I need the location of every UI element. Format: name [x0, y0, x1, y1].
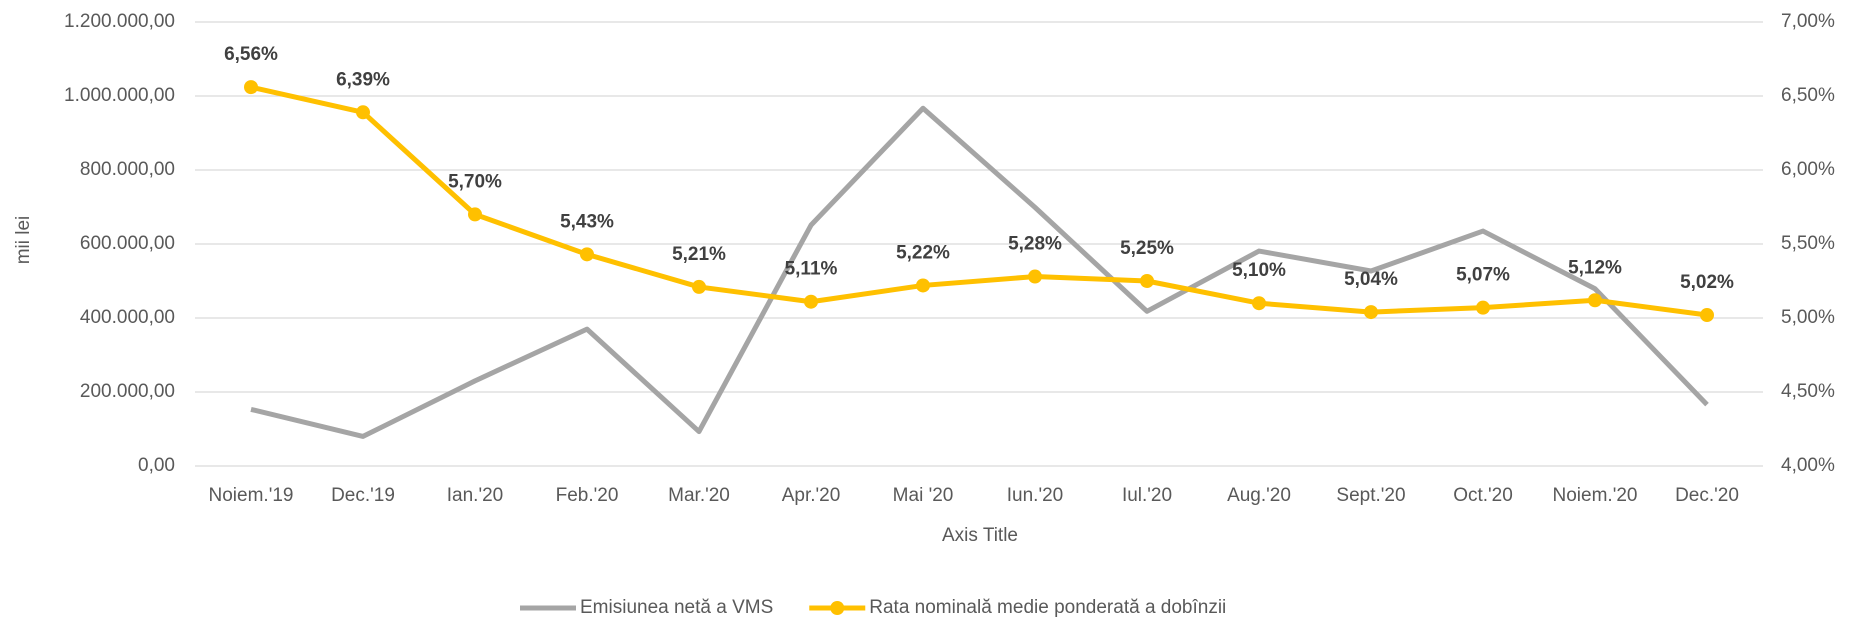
x-tick-label: Iul.'20: [1122, 485, 1172, 506]
point: [1700, 308, 1714, 323]
x-tick-label: Oct.'20: [1453, 485, 1513, 506]
x-tick-label: Noiem.'19: [209, 485, 294, 506]
y2-tick-label: 7,00%: [1781, 11, 1835, 32]
x-tick-label: Ian.'20: [447, 485, 503, 506]
point: [1252, 296, 1266, 311]
point: [1364, 305, 1378, 320]
y-tick-label: 1.000.000,00: [64, 85, 175, 106]
data-label: 5,07%: [1456, 265, 1510, 286]
x-tick-label: Iun.'20: [1007, 485, 1063, 506]
x-tick-label: Dec.'19: [331, 485, 395, 506]
data-label: 5,28%: [1008, 234, 1062, 255]
point: [580, 247, 594, 262]
y2-tick-label: 5,50%: [1781, 233, 1835, 254]
data-label: 6,39%: [336, 69, 390, 90]
point: [692, 279, 706, 294]
x-tick-label: Sept.'20: [1336, 485, 1405, 506]
point: [356, 105, 370, 120]
x-tick-label: Apr.'20: [782, 485, 841, 506]
y-tick-label: 400.000,00: [80, 307, 175, 328]
x-tick-label: Noiem.'20: [1553, 485, 1638, 506]
data-label: 5,25%: [1120, 238, 1174, 259]
point: [468, 207, 482, 222]
y2-tick-label: 5,00%: [1781, 307, 1835, 328]
data-label: 5,70%: [448, 171, 502, 192]
series-line: [250, 105, 1709, 439]
data-label: 5,43%: [560, 211, 614, 232]
y-tick-label: 600.000,00: [80, 233, 175, 254]
series-line: [250, 84, 1708, 318]
data-label: 5,02%: [1680, 272, 1734, 293]
y-tick-label: 1.200.000,00: [64, 11, 175, 32]
point: [916, 278, 930, 293]
point: [244, 80, 258, 95]
x-tick-label: Mar.'20: [668, 485, 730, 506]
x-tick-label: Feb.'20: [556, 485, 619, 506]
data-label: 5,12%: [1568, 257, 1622, 278]
y2-tick-label: 6,00%: [1781, 159, 1835, 180]
point: [1028, 269, 1042, 284]
x-axis-label: Axis Title: [942, 525, 1018, 546]
y2-tick-label: 4,00%: [1781, 455, 1835, 476]
data-label: 5,04%: [1344, 269, 1398, 290]
y2-tick-label: 6,50%: [1781, 85, 1835, 106]
legend-marker: [830, 601, 845, 615]
point: [1140, 274, 1154, 288]
y2-tick-label: 4,50%: [1781, 381, 1835, 402]
x-tick-label: Aug.'20: [1227, 485, 1291, 506]
legend-label: Emisiunea netă a VMS: [580, 597, 773, 618]
data-label: 5,11%: [785, 259, 838, 280]
y-tick-label: 0,00: [138, 455, 175, 476]
point: [1588, 293, 1602, 308]
y-axis-label: mii lei: [13, 216, 34, 265]
y-tick-label: 200.000,00: [80, 381, 175, 402]
point: [1476, 300, 1490, 315]
data-label: 5,10%: [1232, 260, 1286, 281]
data-label: 5,22%: [896, 242, 950, 263]
legend-label: Rata nominală medie ponderată a dobînzii: [869, 597, 1226, 618]
x-tick-label: Mai '20: [893, 485, 954, 506]
data-label: 5,21%: [672, 244, 726, 265]
data-label: 6,56%: [224, 44, 278, 65]
x-tick-label: Dec.'20: [1675, 485, 1739, 506]
y-tick-label: 800.000,00: [80, 159, 175, 180]
point: [804, 294, 818, 309]
